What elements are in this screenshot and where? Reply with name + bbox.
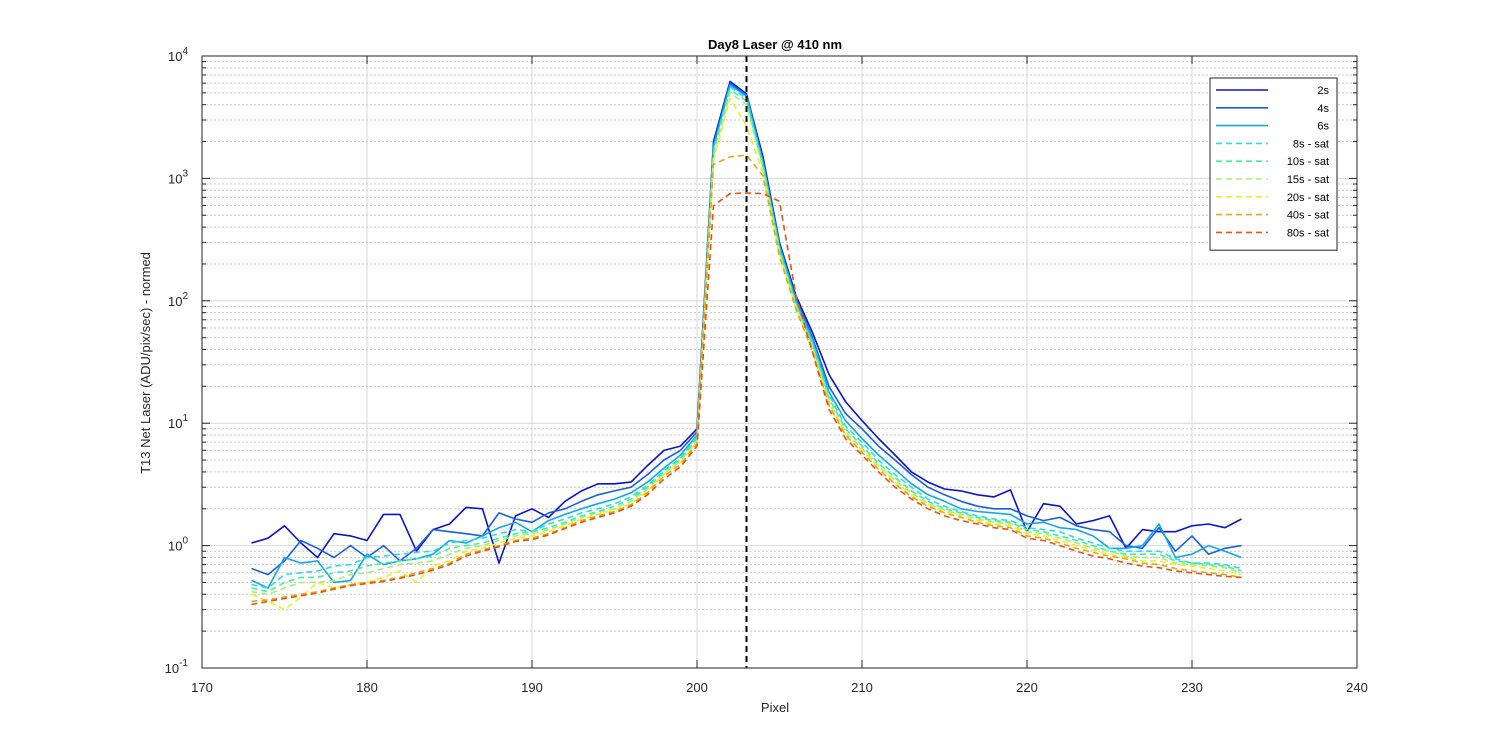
chart-title: Day8 Laser @ 410 nm xyxy=(708,37,842,52)
y-tick-label: 100 xyxy=(168,536,188,554)
legend-entry-label: 2s xyxy=(1317,85,1329,97)
legend-entry-label: 8s - sat xyxy=(1293,138,1329,150)
y-tick-labels: 10-1 100 101 102 103 104 xyxy=(165,46,189,676)
series-line xyxy=(251,92,1242,596)
major-gridlines xyxy=(202,56,1357,668)
x-tick-label: 180 xyxy=(356,680,378,695)
y-tick-label: 101 xyxy=(168,413,188,431)
x-tick-label: 230 xyxy=(1181,680,1203,695)
legend-entry-label: 4s xyxy=(1317,103,1329,115)
legend-box xyxy=(1209,77,1338,251)
y-tick-label: 102 xyxy=(168,291,188,309)
legend-entry-label: 15s - sat xyxy=(1287,174,1329,186)
legend-entry-label: 10s - sat xyxy=(1287,156,1329,168)
y-tick-label: 104 xyxy=(168,46,188,64)
plot-area xyxy=(201,55,1358,669)
series-line xyxy=(251,82,1242,576)
series-line xyxy=(251,80,1242,564)
legend: 2s 4s 6s 8s - sat 10s - sat 15s - sat 20s - sa… xyxy=(1209,77,1338,251)
minor-gridlines xyxy=(202,61,1357,632)
y-tick-label: 10-1 xyxy=(165,658,189,676)
series-line xyxy=(251,86,1242,589)
axis-ticks xyxy=(201,55,1358,669)
legend-entry-label: 20s - sat xyxy=(1287,192,1329,204)
legend-entry-label: 80s - sat xyxy=(1287,227,1329,239)
series-line xyxy=(251,154,1242,603)
x-tick-label: 200 xyxy=(686,680,708,695)
x-tick-label: 240 xyxy=(1346,680,1368,695)
x-tick-label: 220 xyxy=(1016,680,1038,695)
plot-frame xyxy=(201,55,1358,669)
x-tick-labels: 170 180 190 200 210 220 230 240 xyxy=(191,680,1368,695)
x-tick-label: 210 xyxy=(851,680,873,695)
plot-background xyxy=(202,56,1357,668)
series-line xyxy=(251,97,1242,611)
series-group xyxy=(251,80,1242,611)
x-axis-label: Pixel xyxy=(761,700,789,715)
x-tick-label: 190 xyxy=(521,680,543,695)
legend-entry-label: 6s xyxy=(1317,121,1329,133)
x-tick-label: 170 xyxy=(191,680,213,695)
y-axis-label: T13 Net Laser (ADU/pix/sec) - normed xyxy=(138,252,153,474)
y-tick-label: 103 xyxy=(168,168,188,186)
legend-entry-label: 40s - sat xyxy=(1287,210,1329,222)
series-line xyxy=(251,192,1242,606)
